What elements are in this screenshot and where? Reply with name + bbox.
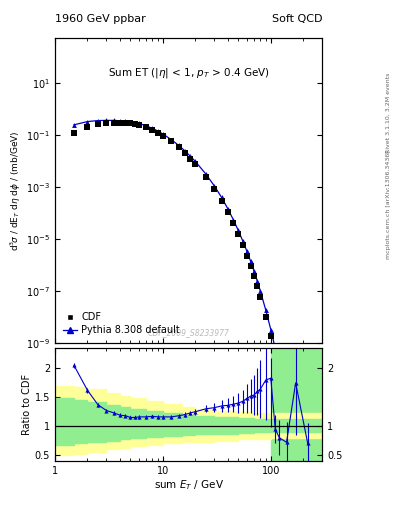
Text: 1960 GeV ppbar: 1960 GeV ppbar bbox=[55, 14, 146, 25]
Text: Rivet 3.1.10, 3.2M events: Rivet 3.1.10, 3.2M events bbox=[386, 73, 391, 153]
Text: Sum ET ($|\eta|$ < 1, $p_T$ > 0.4 GeV): Sum ET ($|\eta|$ < 1, $p_T$ > 0.4 GeV) bbox=[108, 66, 270, 80]
Y-axis label: d$^3\!\sigma$ / dE$_T$ d$\eta$ d$\phi$ / (mb/GeV): d$^3\!\sigma$ / dE$_T$ d$\eta$ d$\phi$ /… bbox=[9, 131, 24, 251]
Y-axis label: Ratio to CDF: Ratio to CDF bbox=[22, 374, 32, 435]
Text: Soft QCD: Soft QCD bbox=[272, 14, 322, 25]
Text: mcplots.cern.ch [arXiv:1306.3436]: mcplots.cern.ch [arXiv:1306.3436] bbox=[386, 151, 391, 259]
Bar bbox=[271, 348, 322, 461]
X-axis label: sum $E_T$ / GeV: sum $E_T$ / GeV bbox=[154, 478, 224, 492]
Text: CDF_2009_S8233977: CDF_2009_S8233977 bbox=[148, 328, 230, 337]
Legend: CDF, Pythia 8.308 default: CDF, Pythia 8.308 default bbox=[60, 309, 183, 338]
